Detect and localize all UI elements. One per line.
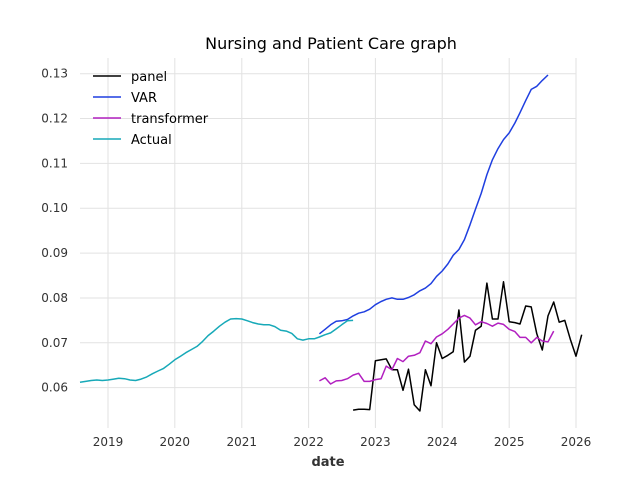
x-tick-label: 2024 — [427, 435, 458, 449]
series-line-var — [318, 74, 549, 335]
y-tick-label: 0.07 — [41, 336, 68, 350]
chart-title: Nursing and Patient Care graph — [205, 34, 457, 53]
x-axis-label: date — [311, 455, 344, 470]
y-tick-label: 0.08 — [41, 291, 68, 305]
series-lines — [79, 74, 583, 412]
x-tick-label: 2022 — [293, 435, 324, 449]
x-tick-label: 2019 — [93, 435, 124, 449]
series-line-actual — [79, 317, 354, 384]
x-tick-label: 2026 — [561, 435, 592, 449]
legend-label-transformer: transformer — [131, 112, 209, 127]
y-tick-label: 0.11 — [41, 156, 68, 170]
legend-label-actual: Actual — [131, 133, 172, 148]
series-line-panel — [352, 281, 583, 412]
x-tick-label: 2023 — [360, 435, 391, 449]
grid — [80, 58, 577, 428]
x-tick-label: 2025 — [494, 435, 525, 449]
series-line-transformer — [319, 314, 555, 385]
tick-labels: 2019 2020 2021 2022 2023 2024 2025 2026 0.06 0.07… — [41, 67, 591, 449]
y-tick-label: 0.06 — [41, 381, 68, 395]
legend-label-var: VAR — [131, 91, 157, 106]
y-tick-label: 0.10 — [41, 201, 68, 215]
legend: panel VAR transformer Actual — [93, 70, 209, 148]
y-tick-label: 0.13 — [41, 67, 68, 81]
x-tick-label: 2020 — [160, 435, 191, 449]
x-tick-label: 2021 — [227, 435, 258, 449]
y-tick-label: 0.12 — [41, 112, 68, 126]
y-tick-label: 0.09 — [41, 246, 68, 260]
legend-label-panel: panel — [131, 70, 167, 85]
